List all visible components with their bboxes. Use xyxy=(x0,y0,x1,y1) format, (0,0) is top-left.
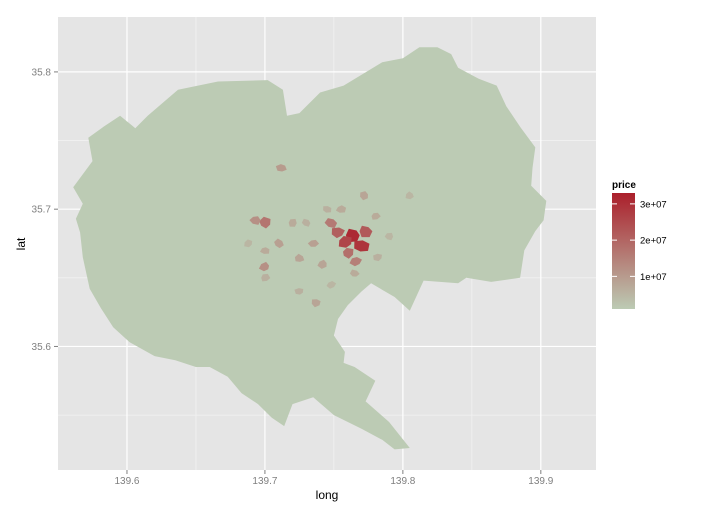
price-cell xyxy=(311,299,321,308)
price-cell xyxy=(359,225,373,238)
price-cell xyxy=(244,239,253,248)
legend-ticks: 1e+07 2e+07 3e+07 xyxy=(612,199,667,283)
price-cell xyxy=(317,259,327,269)
price-cell xyxy=(349,257,362,267)
y-axis-title: lat xyxy=(14,237,28,250)
price-cell xyxy=(335,205,347,213)
x-tick-label: 139.6 xyxy=(114,476,139,487)
legend-break-label: 1e+07 xyxy=(640,272,667,283)
price-cell xyxy=(274,238,284,249)
price-cell xyxy=(326,281,337,289)
price-cell xyxy=(294,253,305,262)
price-cell xyxy=(261,273,271,282)
legend-break-label: 2e+07 xyxy=(640,236,667,247)
price-cell xyxy=(307,239,320,247)
x-tick-label: 139.9 xyxy=(528,476,553,487)
x-axis-title: long xyxy=(316,488,339,502)
price-cell xyxy=(360,191,368,201)
legend-title: price xyxy=(612,180,636,191)
price-cell xyxy=(349,269,360,277)
price-cell xyxy=(275,164,287,172)
y-axis-ticks: 35.6 35.7 35.8 xyxy=(32,67,58,353)
price-cell xyxy=(343,247,354,259)
region-base-map xyxy=(73,47,547,450)
y-tick-label: 35.6 xyxy=(32,342,52,353)
price-cell xyxy=(323,206,332,213)
y-tick-label: 35.7 xyxy=(32,205,52,216)
price-cell xyxy=(258,261,270,272)
price-cell xyxy=(260,247,270,254)
price-cell xyxy=(288,218,297,227)
price-cells xyxy=(244,164,414,308)
price-cell xyxy=(324,218,338,229)
legend-colorbar xyxy=(612,193,635,309)
price-cell xyxy=(249,216,261,225)
price-cell xyxy=(259,216,271,229)
price-cell xyxy=(354,240,370,252)
x-axis-ticks: 139.6 139.7 139.8 139.9 xyxy=(114,470,554,487)
price-cell xyxy=(338,236,352,248)
price-cell xyxy=(331,227,345,239)
legend: price 1e+07 2e+07 3e+07 xyxy=(612,180,667,309)
price-cell xyxy=(294,288,304,295)
price-cell xyxy=(405,191,414,200)
legend-break-label: 3e+07 xyxy=(640,199,667,210)
x-tick-label: 139.8 xyxy=(390,476,415,487)
x-tick-label: 139.7 xyxy=(252,476,277,487)
price-cell xyxy=(371,212,381,220)
price-cell xyxy=(373,253,382,262)
y-tick-label: 35.8 xyxy=(32,67,52,78)
price-cell xyxy=(301,218,311,227)
price-cell xyxy=(384,232,394,241)
